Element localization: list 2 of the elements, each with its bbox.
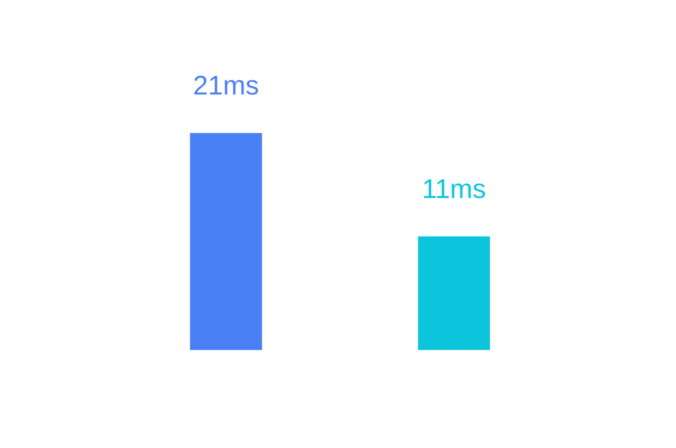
data-label: 11ms: [422, 174, 486, 204]
data-label: 21ms: [192, 70, 260, 100]
